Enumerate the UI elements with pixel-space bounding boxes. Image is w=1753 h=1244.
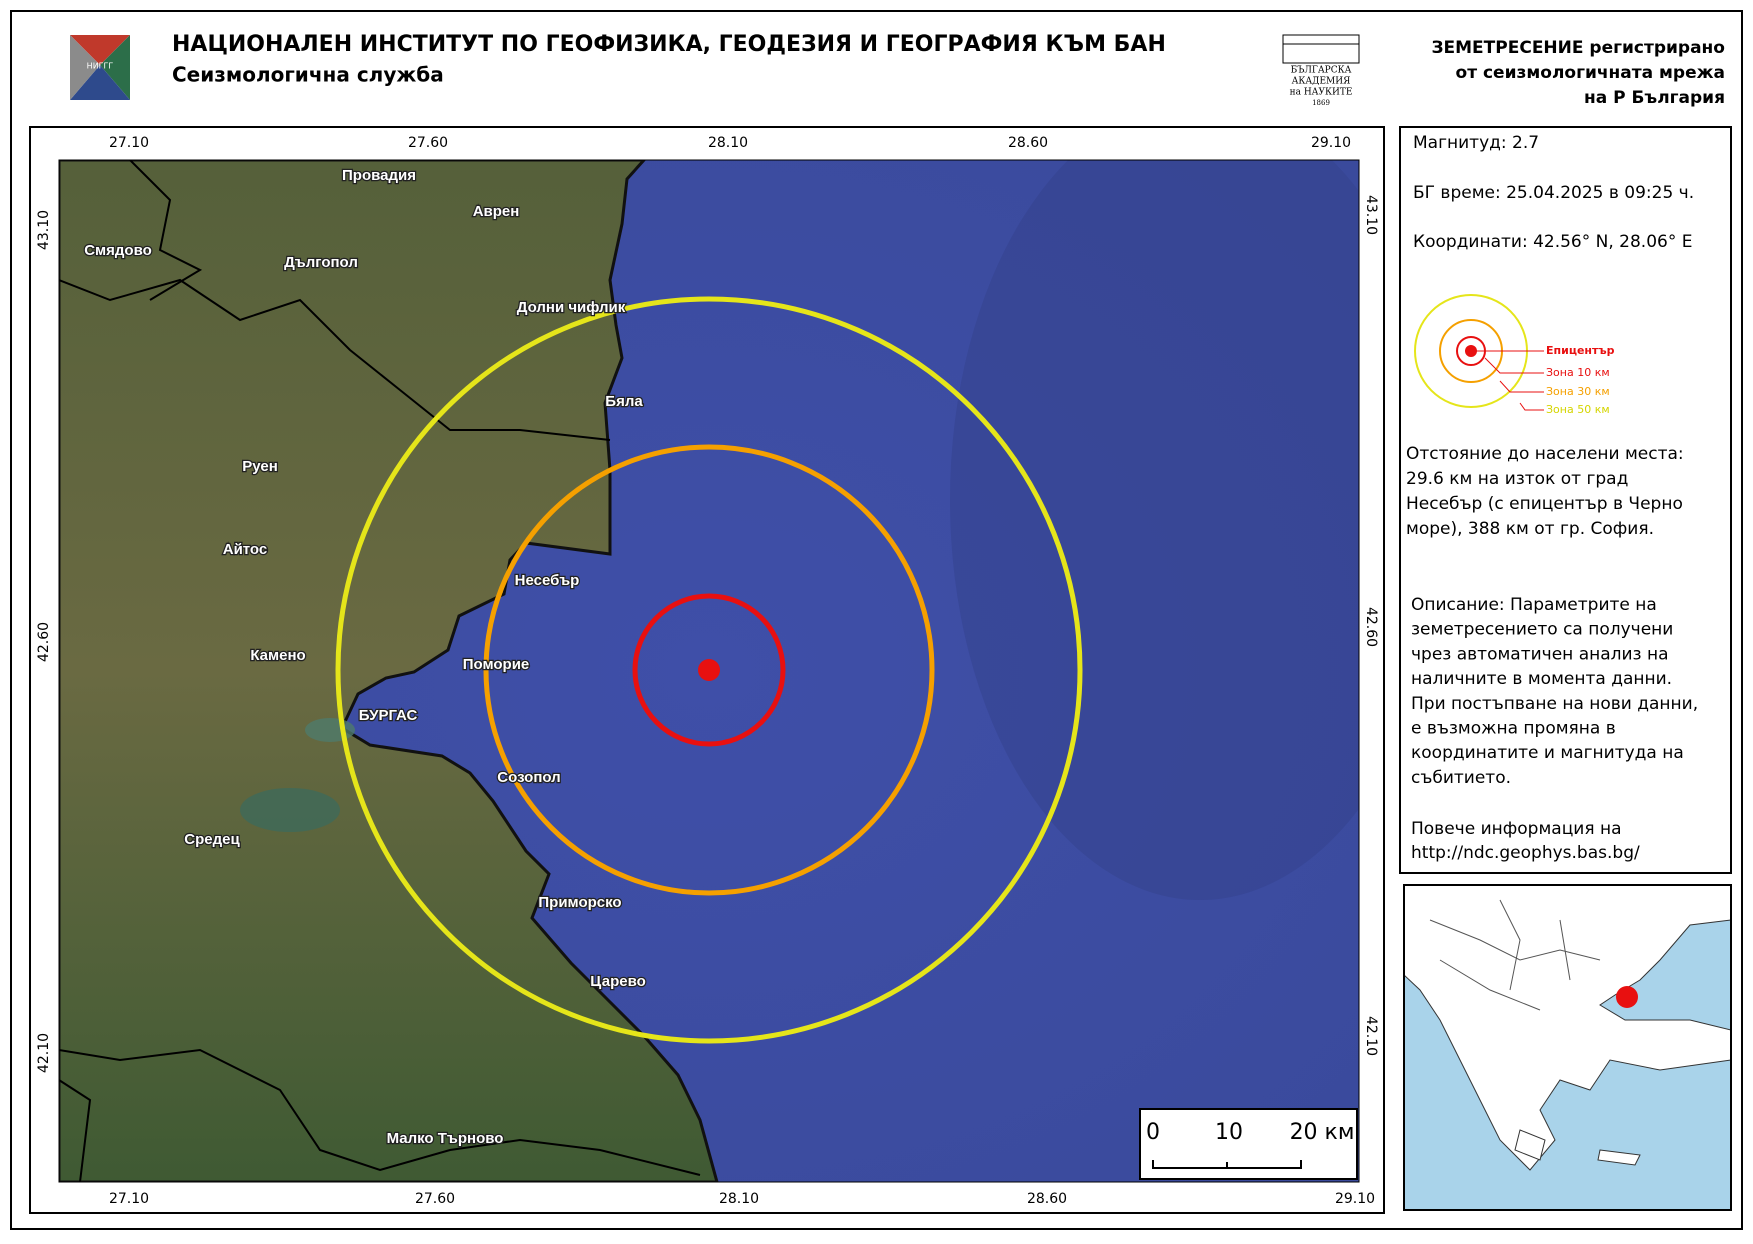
place-label: Смядово bbox=[84, 242, 152, 259]
legend-label: Зона 30 км bbox=[1546, 385, 1610, 398]
place-label: Созопол bbox=[497, 769, 560, 786]
legend: Епицентър Зона 10 км Зона 30 км Зона 50 … bbox=[1414, 294, 1615, 416]
place-label: Аврен bbox=[473, 203, 520, 220]
place-label: Руен bbox=[242, 458, 278, 475]
distance-line: море), 388 км от гр. София. bbox=[1406, 519, 1654, 539]
map-image bbox=[59, 160, 1359, 1182]
map-border bbox=[58, 159, 1360, 1183]
place-label: Малко Търново bbox=[387, 1130, 504, 1147]
place-label: Бяла bbox=[605, 393, 643, 410]
header-subtitle: Сеизмологична служба bbox=[172, 63, 444, 87]
institute-logo: НИГГГ bbox=[70, 35, 130, 100]
zone-10km bbox=[632, 593, 786, 747]
right-title: от сеизмологичната мрежа bbox=[1456, 63, 1725, 83]
legend-label: Зона 50 км bbox=[1546, 403, 1610, 416]
distance-line: Отстояние до населени места: bbox=[1406, 444, 1684, 464]
description-line: събитието. bbox=[1411, 768, 1511, 788]
more-info-line: Повече информация на bbox=[1411, 819, 1621, 839]
left-tick-label: 43.10 bbox=[36, 210, 52, 250]
distance-line: Несебър (с епицентър в Черно bbox=[1406, 494, 1683, 514]
place-label: Долни чифлик bbox=[517, 299, 626, 316]
magnitude: Магнитуд: 2.7 bbox=[1413, 133, 1539, 153]
bottom-tick-label: 29.10 bbox=[1335, 1191, 1375, 1207]
place-label: Средец bbox=[184, 831, 240, 848]
right-title: на Р България bbox=[1584, 88, 1725, 108]
right-tick-label: 43.10 bbox=[1363, 195, 1379, 235]
place-label: Поморие bbox=[463, 656, 530, 673]
zone-50km bbox=[335, 296, 1083, 1044]
right-tick-label: 42.10 bbox=[1363, 1016, 1379, 1056]
bas-logo: БЪЛГАРСКА АКАДЕМИЯ на НАУКИТЕ 1869 bbox=[1282, 34, 1360, 107]
place-label: Камено bbox=[250, 647, 305, 664]
description-line: е възможна промяна в bbox=[1411, 719, 1616, 739]
top-tick-label: 27.10 bbox=[109, 135, 149, 151]
header-title: НАЦИОНАЛЕН ИНСТИТУТ ПО ГЕОФИЗИКА, ГЕОДЕЗ… bbox=[172, 32, 1166, 57]
place-label: Приморско bbox=[538, 894, 621, 911]
distance-line: 29.6 км на изток от град bbox=[1406, 469, 1628, 489]
description-line: При постъпване на нови данни, bbox=[1411, 694, 1698, 714]
logo-text: НИГГГ bbox=[87, 62, 114, 71]
top-tick-label: 29.10 bbox=[1311, 135, 1351, 151]
left-tick-label: 42.60 bbox=[36, 622, 52, 662]
bas-line: на НАУКИТЕ bbox=[1290, 88, 1353, 98]
legend-label: Зона 10 км bbox=[1546, 366, 1610, 379]
inset-map bbox=[1403, 884, 1732, 1211]
description-line: Описание: Параметрите на bbox=[1411, 595, 1657, 615]
description-line: координатите и магнитуда на bbox=[1411, 743, 1684, 763]
right-title: ЗЕМЕТРЕСЕНИЕ регистрирано bbox=[1431, 38, 1725, 58]
epicenter bbox=[698, 659, 720, 681]
place-label: Царево bbox=[590, 973, 646, 990]
top-tick-label: 28.60 bbox=[1008, 135, 1048, 151]
top-tick-label: 27.60 bbox=[408, 135, 448, 151]
bas-line: БЪЛГАРСКА bbox=[1291, 66, 1352, 76]
left-tick-label: 42.10 bbox=[36, 1033, 52, 1073]
bas-line: АКАДЕМИЯ bbox=[1292, 77, 1351, 87]
info-panel bbox=[1399, 126, 1732, 874]
place-label: Провадия bbox=[342, 167, 416, 184]
description-line: чрез автоматичен анализ на bbox=[1411, 644, 1669, 664]
scale-label: 10 bbox=[1215, 1120, 1243, 1145]
bottom-tick-label: 27.10 bbox=[109, 1191, 149, 1207]
zone-30km bbox=[483, 444, 935, 896]
scale-label: 20 км bbox=[1290, 1120, 1355, 1145]
more-info-line: http://ndc.geophys.bas.bg/ bbox=[1411, 843, 1640, 863]
outer-border bbox=[10, 10, 1743, 1230]
right-tick-label: 42.60 bbox=[1363, 607, 1379, 647]
place-label: Несебър bbox=[515, 572, 580, 589]
bottom-tick-label: 28.10 bbox=[719, 1191, 759, 1207]
place-label: Айтос bbox=[223, 541, 268, 558]
description-line: наличните в момента данни. bbox=[1411, 669, 1672, 689]
bottom-tick-label: 27.60 bbox=[415, 1191, 455, 1207]
description-line: земетресението са получени bbox=[1411, 620, 1673, 640]
coordinates: Координати: 42.56° N, 28.06° E bbox=[1413, 232, 1693, 252]
legend-label: Епицентър bbox=[1546, 344, 1615, 357]
bas-line: 1869 bbox=[1312, 99, 1330, 107]
bottom-tick-label: 28.60 bbox=[1027, 1191, 1067, 1207]
place-label: Дългопол bbox=[284, 254, 358, 271]
place-label: БУРГАС bbox=[359, 707, 418, 724]
top-tick-label: 28.10 bbox=[708, 135, 748, 151]
time: БГ време: 25.04.2025 в 09:25 ч. bbox=[1413, 183, 1694, 203]
scale-bar bbox=[1152, 1160, 1302, 1169]
scale-label: 0 bbox=[1146, 1120, 1160, 1145]
